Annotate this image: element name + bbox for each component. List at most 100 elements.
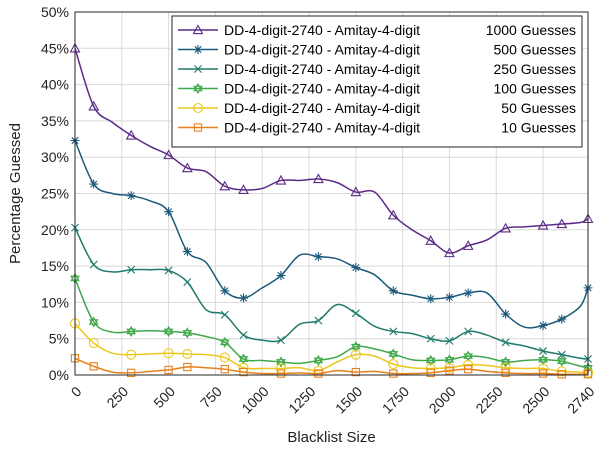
data-point-asterisk [220,286,230,296]
legend-box [171,15,583,148]
data-point-hexagram [163,328,174,338]
legend-label: DD-4-digit-2740 - Amitay-4-digit [224,22,420,38]
data-point-square [239,367,248,377]
data-point-square [183,362,192,372]
series-2 [71,223,592,364]
data-point-square [351,367,360,377]
data-point-x [89,260,98,269]
data-point-square [276,369,286,378]
legend-guesses-label: 1000 Guesses [486,22,576,38]
data-point-asterisk [557,314,567,324]
y-axis-ticks: 0% 5% 10% 15% 20% 25% 30% 35% 40% 45% 50% [41,4,69,383]
legend-label: DD-4-digit-2740 - Amitay-4-digit [224,61,420,77]
data-point-x [557,350,566,359]
data-point-triangle [387,209,399,220]
data-point-hexagram [163,325,174,335]
series-line [74,48,589,254]
y-tick-label: 50% [41,4,69,20]
data-point-asterisk [426,294,436,304]
data-point-circle [388,359,399,370]
data-point-hexagram [182,330,193,339]
data-point-asterisk [89,179,99,189]
data-point-hexagram [556,355,567,365]
data-point-asterisk [313,252,323,262]
data-point-hexagram [238,356,249,365]
data-point-circle [126,349,137,360]
legend-entry: DD-4-digit-2740 - Amitay-4-digit 100 Gues… [178,81,576,97]
data-point-triangle [350,186,362,197]
y-tick-label: 25% [41,186,69,202]
series-4 [69,318,594,378]
legend-entry: DD-4-digit-2740 - Amitay-4-digit 500 Gues… [178,42,576,58]
legend-label: DD-4-digit-2740 - Amitay-4-digit [224,81,420,97]
data-point-hexagram [126,328,137,338]
data-point-asterisk [164,207,174,217]
data-point-x [501,338,510,347]
data-point-hexagram [126,325,137,335]
y-tick-label: 0% [49,367,69,383]
data-point-circle [556,366,567,377]
data-point-square [538,369,548,378]
data-point-circle [182,348,193,359]
data-point-square [127,368,136,377]
data-point-circle [88,338,99,349]
data-point-hexagram [538,356,548,366]
y-tick-label: 40% [41,77,69,93]
legend-label: DD-4-digit-2740 - Amitay-4-digit [224,100,420,116]
data-point-triangle [556,218,568,229]
data-point-hexagram [193,82,203,92]
data-point-square [557,370,566,379]
data-point-circle [219,352,230,363]
data-point-triangle [219,180,231,191]
data-point-triangle [462,240,474,250]
plot-frame [74,11,589,376]
data-point-square [220,365,229,374]
series-layer [69,42,594,379]
data-point-circle [192,102,204,114]
data-point-asterisk [193,45,203,54]
data-point-hexagram [463,350,474,359]
data-point-hexagram [88,319,99,328]
y-tick-label: 45% [41,40,69,56]
data-point-square [445,366,454,375]
legend-label: DD-4-digit-2740 - Amitay-4-digit [224,42,420,58]
legend-entry: DD-4-digit-2740 - Amitay-4-digit 10 Guess… [178,120,576,136]
data-point-hexagram [444,356,455,366]
data-point-x [464,327,473,336]
legend-entry: DD-4-digit-2740 - Amitay-4-digit 250 Gues… [178,61,576,77]
data-point-hexagram [425,354,436,364]
data-point-square [164,365,173,375]
series-line [74,357,588,376]
series-0 [69,42,594,258]
data-point-circle [350,349,361,360]
series-line [74,322,589,374]
data-point-hexagram [500,359,511,368]
data-point-triangle [181,162,193,173]
y-tick-label: 10% [41,294,69,310]
data-point-asterisk [444,292,454,302]
data-point-triangle [238,184,249,195]
data-point-asterisk [388,286,398,296]
legend-guesses-label: 250 Guesses [494,61,577,77]
data-point-square [464,365,473,374]
data-point-hexagram [219,339,230,348]
x-axis-title: Blacklist Size [287,429,375,446]
data-point-x [314,316,323,325]
data-point-hexagram [388,348,399,357]
data-point-triangle [163,149,175,160]
data-point-circle [163,348,174,359]
data-point-asterisk [276,271,286,281]
data-point-x [127,265,136,274]
data-point-triangle [125,129,137,140]
data-point-triangle [312,173,324,184]
legend-entry: DD-4-digit-2740 - Amitay-4-digit 50 Guess… [178,100,576,116]
series-line [74,278,589,369]
series-line [74,227,589,360]
data-point-triangle [444,247,455,258]
legend-guesses-label: 10 Guesses [501,120,576,136]
data-point-hexagram [193,85,203,95]
data-point-x [194,65,202,73]
data-point-hexagram [313,354,324,364]
data-point-asterisk [538,321,548,331]
y-tick-label: 15% [41,258,69,274]
